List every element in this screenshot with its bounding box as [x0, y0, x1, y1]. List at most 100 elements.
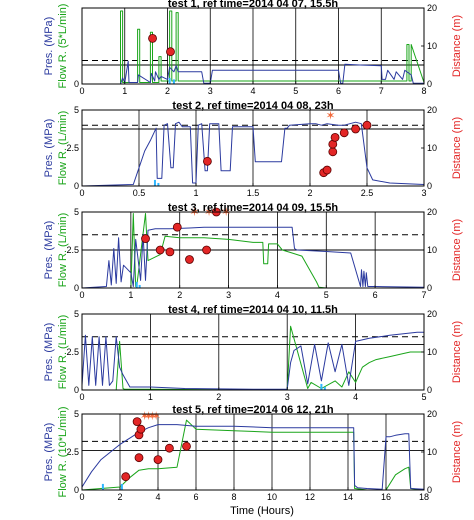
x-tick-label: 1	[122, 86, 127, 96]
panel-frame	[81, 413, 425, 491]
right-y-tick-label: 20	[427, 105, 437, 115]
x-tick-label: 4	[353, 392, 358, 402]
y-tick-label: 0	[74, 485, 79, 495]
y-tick-label: 0	[74, 181, 79, 191]
pressure-axis-label: Pres. (MPa)	[43, 423, 55, 482]
x-tick-label: 6	[336, 86, 341, 96]
event-star: ✶	[325, 109, 335, 123]
event-star: ✶	[151, 409, 161, 423]
x-tick-label: 7	[421, 290, 426, 300]
x-tick-label: 0	[79, 188, 84, 198]
flow-axis-label: Flow R. (L/min)	[57, 111, 69, 186]
x-tick-label: 5	[293, 86, 298, 96]
y-tick-label: 2.5	[66, 347, 79, 357]
distance-point	[322, 165, 332, 175]
panel-title: test 4, ref time=2014 04 10, 11.5h	[168, 304, 338, 316]
pressure-axis-label: Pres. (MPa)	[43, 119, 55, 178]
distance-point	[141, 234, 150, 244]
x-tick-label: 12	[305, 492, 315, 502]
flow-rate-series	[82, 325, 424, 391]
x-axis-label: Time (Hours)	[230, 505, 294, 517]
x-tick-label: 3	[208, 86, 213, 96]
flow-axis-label: Flow R. (5*L/min)	[57, 4, 69, 89]
x-tick-label: 3	[421, 188, 426, 198]
right-y-tick-label: 20	[427, 309, 437, 319]
right-y-tick-label: 0	[427, 385, 432, 395]
x-tick-label: 0	[79, 392, 84, 402]
y-tick-label: 0	[74, 283, 79, 293]
x-tick-label: 6	[373, 290, 378, 300]
panel-frame	[81, 313, 425, 391]
right-y-tick-label: 10	[427, 143, 437, 153]
x-tick-label: 2	[117, 492, 122, 502]
pressure-series	[81, 331, 424, 390]
x-tick-label: 5	[324, 290, 329, 300]
x-tick-label: 0	[79, 492, 84, 502]
flow-rate-series	[81, 419, 425, 491]
x-tick-label: 1	[128, 290, 133, 300]
y-tick-label: 2.5	[66, 143, 79, 153]
y-tick-label: 2.5	[66, 447, 79, 457]
pressure-series	[81, 121, 425, 187]
flow-rate-series	[82, 10, 425, 85]
x-tick-label: 0	[79, 290, 84, 300]
y-tick-label: 2.5	[66, 245, 79, 255]
distance-point	[121, 472, 131, 482]
y-tick-label: 0	[74, 385, 79, 395]
distance-axis-label: Distance (m)	[451, 219, 463, 281]
pressure-axis-label: Pres. (MPa)	[43, 17, 55, 76]
x-tick-label: 8	[421, 86, 426, 96]
x-tick-label: 2	[307, 188, 312, 198]
flow-axis-label: Flow R. (10*L/min)	[57, 406, 69, 497]
pressure-series	[81, 226, 425, 289]
distance-point	[132, 417, 142, 427]
distance-point	[202, 245, 211, 255]
x-tick-label: 1.5	[247, 188, 260, 198]
distance-point	[330, 132, 340, 142]
distance-point	[164, 443, 174, 453]
pressure-axis-label: Pres. (MPa)	[43, 221, 55, 280]
event-star: ✶	[147, 409, 157, 423]
distance-point	[362, 120, 372, 130]
x-tick-label: 5	[421, 392, 426, 402]
distance-axis-label: Distance (m)	[451, 117, 463, 179]
distance-point	[148, 34, 157, 43]
distance-axis-label: Distance (m)	[451, 321, 463, 383]
x-tick-label: 16	[381, 492, 391, 502]
x-tick-label: 7	[379, 86, 384, 96]
distance-point	[153, 455, 163, 465]
x-tick-label: 18	[419, 492, 429, 502]
x-tick-label: 2	[165, 86, 170, 96]
x-tick-label: 6	[193, 492, 198, 502]
right-y-tick-label: 20	[427, 409, 437, 419]
distance-point	[165, 247, 175, 257]
right-y-tick-label: 0	[427, 181, 432, 191]
right-y-tick-label: 10	[427, 245, 437, 255]
y-tick-label: 5	[74, 309, 79, 319]
x-tick-label: 1	[148, 392, 153, 402]
x-tick-label: 2	[216, 392, 221, 402]
x-tick-label: 0.5	[133, 188, 146, 198]
event-star: ✶	[140, 409, 150, 423]
y-tick-label: 5	[74, 409, 79, 419]
distance-point	[339, 128, 349, 138]
right-y-tick-label: 0	[427, 283, 432, 293]
right-y-tick-label: 10	[427, 347, 437, 357]
x-tick-label: 2.5	[361, 188, 374, 198]
pressure-series	[81, 424, 425, 490]
distance-point	[328, 147, 338, 157]
distance-point	[166, 47, 175, 57]
panel-title: test 1, ref time=2014 04 07, 15.5h	[168, 0, 339, 10]
distance-axis-label: Distance (m)	[451, 421, 463, 483]
right-y-tick-label: 0	[427, 79, 432, 89]
pressure-series	[82, 60, 424, 85]
flow-rate-series	[82, 213, 424, 289]
distance-axis-label: Distance (m)	[451, 15, 463, 77]
x-tick-label: 0	[79, 86, 84, 96]
x-tick-label: 4	[275, 290, 280, 300]
panel-title: test 5, ref time=2014 06 12, 21h	[172, 404, 333, 416]
